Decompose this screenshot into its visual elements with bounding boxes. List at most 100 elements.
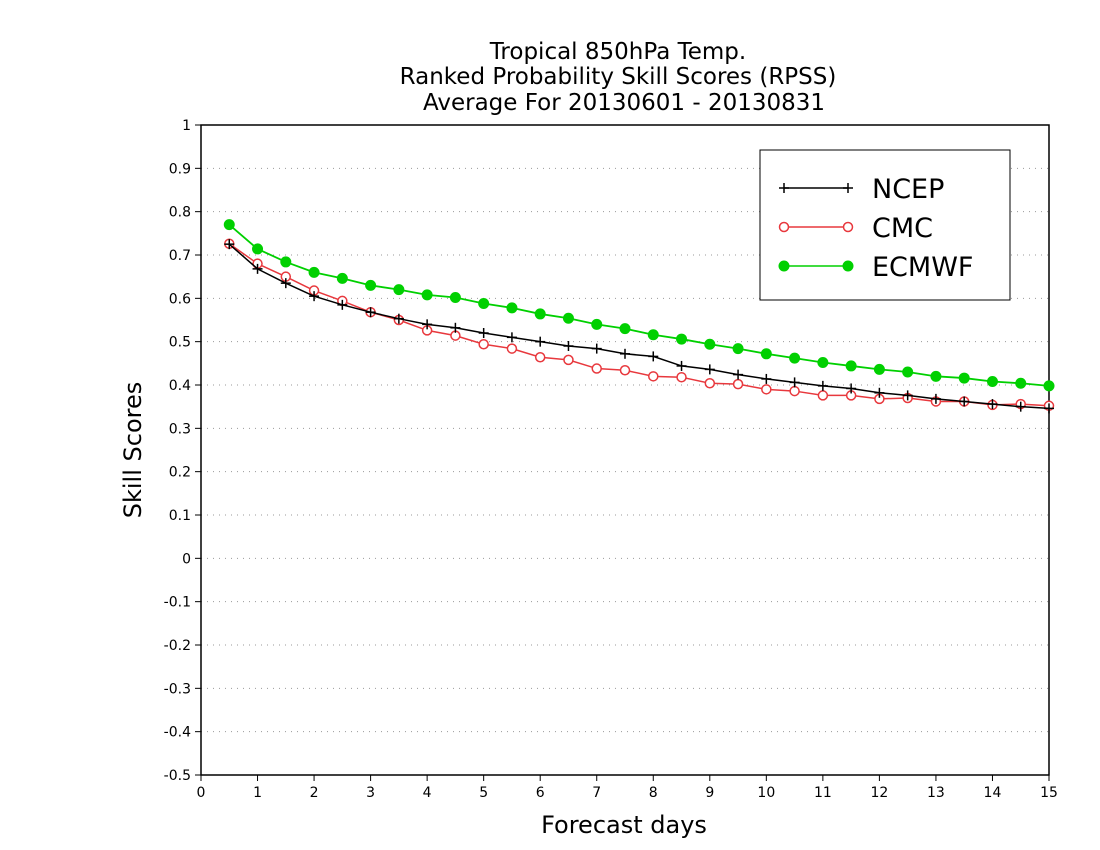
y-tick-label: 0.8 [169,205,191,221]
series-ecmwf [223,219,1055,392]
data-point-cmc [478,339,489,350]
data-point-ncep [365,307,376,318]
data-point-cmc [732,378,744,390]
data-point-cmc [563,354,574,366]
x-tick-label: 11 [814,785,832,801]
series-layer [223,219,1055,414]
data-point-ecmwf [421,289,433,301]
data-point-ncep [620,348,630,359]
data-point-cmc [704,378,716,389]
data-point-cmc [619,365,631,376]
x-tick-label: 5 [479,785,488,801]
y-tick-label: -0.1 [164,595,191,611]
axes: -0.5 -0.4 -0.3 -0.2 -0.1 0 0.1 0.2 0.3 0.4 0.5 0.6 0… [164,118,1058,801]
x-axis-title: Forecast days [541,811,707,839]
legend-box [759,149,1011,301]
data-point-ecmwf [902,366,914,378]
legend-entry-cmc: CMC [778,213,933,244]
x-tick-label: 15 [1040,785,1058,801]
y-tick-label: 0 [182,551,191,567]
y-tick-label: 0.7 [169,248,191,264]
data-point-ecmwf [789,352,801,364]
legend-marker-cmc [778,221,790,233]
data-point-ncep [478,328,489,338]
legend-entry-ncep: NCEP [779,174,944,205]
data-point-ecmwf [365,279,377,291]
x-tick-label: 13 [927,785,945,801]
data-point-ncep [280,278,291,289]
data-point-ecmwf [336,272,348,284]
data-point-ncep [506,332,517,343]
data-point-ncep [846,383,857,394]
data-point-ecmwf [930,370,942,382]
x-tick-label: 8 [649,785,658,801]
data-point-ecmwf [619,323,631,335]
data-point-ecmwf [732,343,744,355]
data-point-ecmwf [280,256,292,268]
legend: NCEP CMC ECMWF [759,149,1011,301]
data-point-ecmwf [393,284,405,296]
data-point-ncep [309,291,320,302]
y-tick-label: -0.3 [164,681,191,697]
x-tick-label: 6 [536,785,545,801]
data-point-ncep [450,322,461,333]
data-point-ncep [704,364,715,375]
data-point-ecmwf [845,360,857,372]
y-tick-label: 0.2 [169,465,191,481]
data-point-cmc [676,371,687,383]
x-tick-label: 10 [757,785,775,801]
data-point-ecmwf [449,291,461,303]
data-point-ncep [987,399,998,410]
chart-title: Tropical 850hPa Temp. Ranked Probability… [400,39,837,116]
data-point-ncep [393,313,404,324]
data-point-ncep [676,360,687,371]
legend-label-cmc: CMC [872,213,933,244]
y-tick-label: 0.9 [169,161,191,177]
y-tick-label: -0.2 [164,638,191,654]
data-point-cmc [534,352,546,363]
legend-entry-ecmwf: ECMWF [778,252,973,283]
y-tick-label: -0.4 [164,725,191,741]
data-point-ncep [817,380,828,391]
y-tick-label: -0.5 [164,768,191,784]
plot-frame [200,124,1050,776]
data-point-ecmwf [704,338,716,350]
title-line-1: Tropical 850hPa Temp. [489,39,746,65]
data-point-cmc [591,363,602,374]
data-point-ecmwf [534,308,546,320]
x-tick-label: 9 [705,785,714,801]
data-point-ecmwf [760,348,772,360]
data-point-cmc [817,390,829,401]
title-line-3: Average For 20130601 - 20130831 [423,90,825,116]
legend-label-ncep: NCEP [872,174,944,205]
data-point-ecmwf [252,243,264,255]
data-point-ncep [591,343,602,354]
data-point-ncep [1044,403,1054,414]
data-point-ecmwf [676,333,688,345]
data-point-ecmwf [1015,377,1027,389]
data-point-ncep [563,341,574,351]
legend-marker-cmc [842,221,854,233]
data-point-ncep [761,373,772,384]
legend-marker-ecmwf [842,260,854,272]
data-point-ncep [648,351,659,362]
x-tick-label: 1 [253,785,262,801]
legend-marker-ncep [779,183,789,193]
title-line-2: Ranked Probability Skill Scores (RPSS) [400,64,837,90]
y-tick-label: 0.5 [169,335,191,351]
y-axis-title: Skill Scores [119,382,147,519]
data-point-ncep [422,319,433,330]
x-tick-label: 2 [310,785,319,801]
data-point-cmc [789,385,800,397]
data-point-ncep [733,369,744,380]
x-tick-label: 12 [870,785,888,801]
x-tick-label: 4 [423,785,432,801]
x-tick-label: 0 [197,785,206,801]
data-point-ecmwf [986,376,998,388]
y-tick-label: 0.6 [169,291,191,307]
data-point-ncep [535,336,546,347]
data-point-ecmwf [308,266,320,278]
data-point-ecmwf [562,312,574,324]
data-point-ncep [337,299,348,310]
